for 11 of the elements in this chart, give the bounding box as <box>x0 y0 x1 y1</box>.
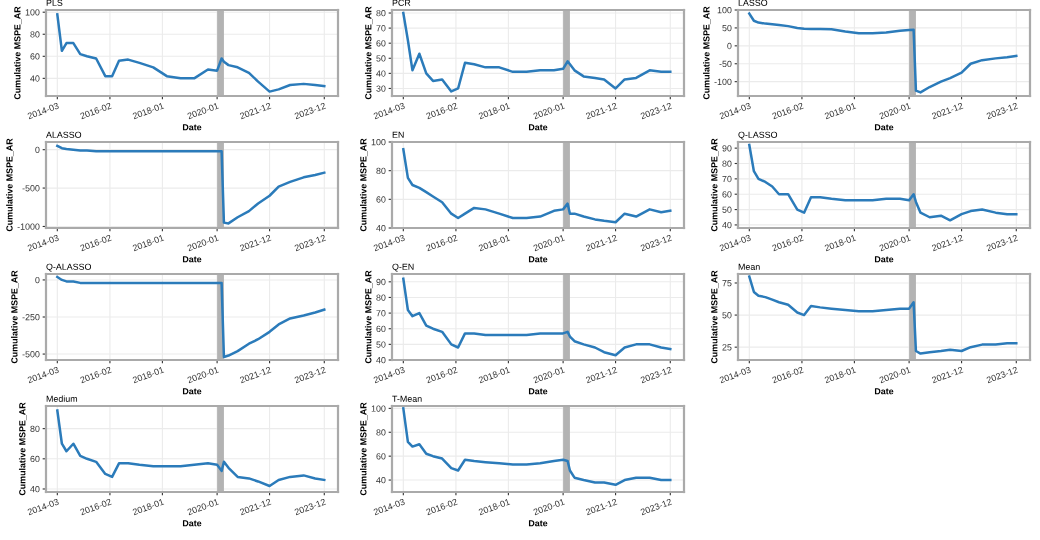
line-series <box>402 11 672 93</box>
line-series <box>56 409 326 488</box>
line-series <box>402 407 672 487</box>
line-series <box>402 277 672 357</box>
line-series <box>748 143 1018 222</box>
line-series <box>402 147 672 224</box>
line-series <box>56 144 326 225</box>
line-series <box>56 13 326 93</box>
line-series <box>56 275 326 359</box>
line-series <box>748 275 1018 355</box>
line-series <box>748 12 1018 94</box>
